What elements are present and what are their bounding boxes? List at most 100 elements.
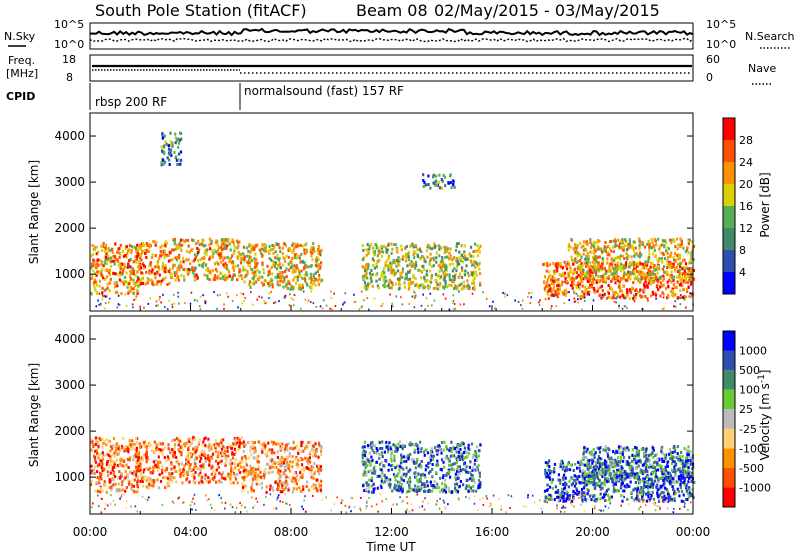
scatter-cell (211, 249, 214, 253)
clutter-cell (592, 299, 595, 302)
clutter-cell (485, 297, 488, 300)
scatter-cell (109, 449, 112, 453)
clutter-cell (617, 295, 619, 298)
scatter-cell (109, 471, 112, 475)
clutter-cell (530, 291, 533, 294)
scatter-cell (456, 260, 459, 264)
clutter-cell (302, 290, 305, 293)
scatter-cell (382, 284, 385, 287)
scatter-cell (233, 273, 236, 277)
scatter-cell (543, 489, 547, 493)
scatter-cell (658, 276, 661, 280)
scatter-cell (369, 463, 372, 467)
scatter-cell (258, 248, 261, 252)
scatter-cell (161, 452, 164, 456)
scatter-cell (319, 484, 322, 488)
scatter-cell (236, 255, 239, 259)
clutter-cell (389, 293, 391, 296)
scatter-cell (400, 453, 403, 457)
scatter-cell (232, 251, 236, 255)
scatter-cell (105, 438, 108, 442)
scatter-cell (170, 476, 173, 479)
scatter-cell (452, 179, 455, 183)
scatter-cell (131, 267, 134, 271)
scatter-cell (554, 292, 557, 296)
scatter-cell (198, 263, 201, 267)
scatter-cell (154, 265, 157, 269)
scatter-cell (169, 477, 172, 481)
scatter-cell (593, 288, 596, 292)
scatter-cell (422, 450, 425, 454)
scatter-cell (108, 271, 111, 275)
scatter-cell (254, 475, 257, 479)
scatter-cell (420, 464, 423, 468)
scatter-cell (385, 259, 388, 263)
scatter-cell (555, 293, 558, 297)
scatter-cell (169, 251, 172, 255)
clutter-cell (133, 299, 135, 301)
scatter-cell (313, 471, 316, 475)
scatter-cell (370, 441, 373, 445)
scatter-cell (588, 261, 592, 264)
scatter-cell (121, 270, 124, 274)
scatter-cell (435, 179, 438, 183)
scatter-cell (666, 296, 669, 300)
scatter-cell (314, 442, 317, 446)
scatter-cell (262, 271, 266, 275)
scatter-cell (262, 447, 265, 451)
scatter-cell (462, 456, 466, 460)
scatter-cell (389, 261, 392, 265)
scatter-cell (391, 281, 394, 285)
scatter-cell (656, 491, 659, 495)
scatter-cell (641, 262, 645, 266)
scatter-cell (126, 457, 129, 461)
scatter-cell (226, 240, 229, 244)
scatter-cell (590, 285, 593, 288)
scatter-cell (257, 467, 260, 471)
scatter-cell (670, 270, 673, 274)
scatter-cell (148, 272, 152, 276)
scatter-cell (164, 486, 167, 489)
scatter-cell (401, 474, 404, 478)
scatter-cell (405, 245, 408, 249)
scatter-cell (104, 466, 107, 470)
scatter-cell (284, 473, 287, 477)
scatter-cell (156, 265, 159, 269)
scatter-cell (553, 470, 556, 474)
scatter-cell (232, 471, 236, 475)
scatter-cell (137, 464, 141, 468)
scatter-cell (108, 269, 111, 273)
scatter-cell (448, 273, 451, 277)
scatter-cell (547, 289, 551, 293)
scatter-cell (476, 254, 479, 258)
scatter-cell (132, 287, 135, 291)
scatter-cell (106, 460, 109, 463)
clutter-cell (116, 306, 119, 309)
scatter-cell (147, 250, 150, 253)
scatter-cell (380, 246, 383, 250)
scatter-cell (244, 457, 248, 461)
scatter-cell (469, 245, 473, 249)
scatter-cell (125, 463, 128, 467)
scatter-cell (320, 248, 323, 252)
scatter-cell (269, 484, 272, 488)
scatter-cell (210, 466, 213, 470)
scatter-cell (201, 449, 204, 453)
scatter-cell (217, 246, 221, 250)
scatter-cell (458, 257, 461, 261)
scatter-cell (592, 278, 595, 282)
scatter-cell (690, 255, 693, 259)
scatter-cell (462, 285, 465, 289)
scatter-cell (214, 480, 218, 484)
scatter-cell (176, 243, 179, 247)
scatter-cell (646, 264, 649, 267)
scatter-cell (424, 285, 427, 289)
scatter-cell (170, 461, 173, 465)
scatter-cell (127, 466, 130, 469)
scatter-cell (106, 470, 109, 474)
scatter-cell (602, 294, 605, 298)
colorbar-segment (723, 118, 735, 140)
scatter-cell (165, 466, 169, 470)
scatter-cell (166, 455, 169, 459)
scatter-cell (96, 489, 100, 493)
